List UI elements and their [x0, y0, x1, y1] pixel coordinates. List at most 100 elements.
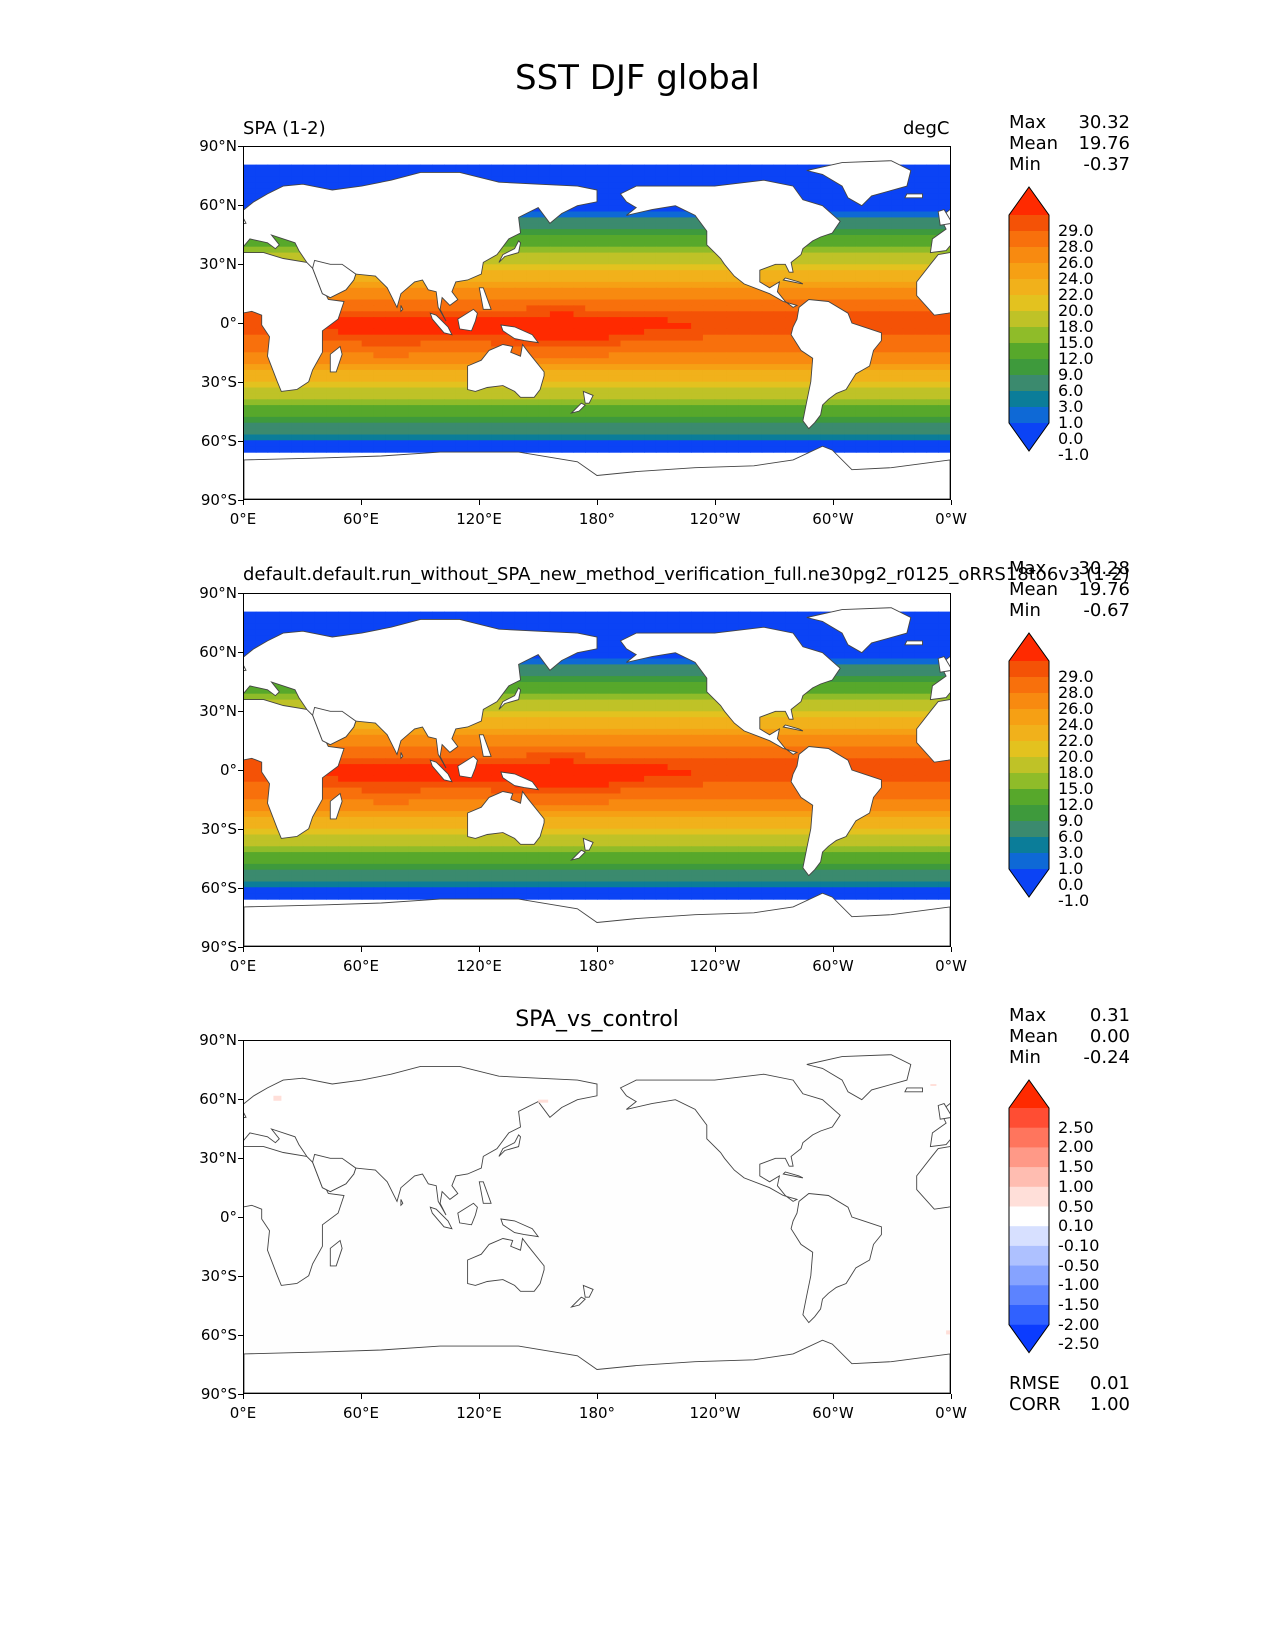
land-sa	[790, 1193, 882, 1324]
colorbar-outline	[1008, 632, 1050, 898]
panel-3-mean-label: Mean	[1009, 1026, 1059, 1047]
lat-tick-label: 0°	[219, 1208, 237, 1226]
colorbar-tick-label: 22.0	[1058, 731, 1094, 750]
colorbar-box	[1009, 407, 1049, 424]
colorbar-box	[1009, 709, 1049, 726]
land-philippines	[478, 734, 492, 757]
colorbar-tick-label: 20.0	[1058, 747, 1094, 766]
panel-2-mean-label: Mean	[1009, 579, 1059, 600]
land-australia	[467, 1237, 545, 1292]
panel-1-max-value: 30.32	[1078, 112, 1130, 133]
colorbar-box	[1009, 263, 1049, 280]
lon-tick-mark	[833, 1394, 834, 1399]
lon-tick-label: 120°W	[689, 957, 741, 975]
panel-1-left-title: SPA (1-2)	[243, 118, 326, 139]
land-madagascar	[329, 792, 343, 820]
panel-3-map[interactable]	[243, 1040, 951, 1394]
panel-2-min-value: -0.67	[1083, 600, 1130, 621]
lon-tick-mark	[833, 500, 834, 505]
panel-1-map[interactable]	[243, 146, 951, 500]
colorbar-box	[1009, 741, 1049, 758]
diff-patch	[930, 1084, 937, 1087]
lon-tick-mark	[833, 947, 834, 952]
panel-3-rmse-label: RMSE	[1009, 1373, 1060, 1394]
colorbar-box	[1009, 693, 1049, 710]
land-iceland	[904, 640, 923, 646]
colorbar-tick-label: 1.0	[1058, 413, 1084, 432]
lon-tick-mark	[597, 500, 598, 505]
colorbar-box	[1009, 725, 1049, 742]
panel-3-map-svg	[244, 1041, 950, 1393]
colorbar-box	[1009, 279, 1049, 296]
lat-tick-mark	[238, 1335, 243, 1336]
land-africa	[916, 252, 950, 316]
land-iceland	[904, 193, 923, 199]
lat-tick-label: 30°N	[199, 1149, 237, 1167]
land-arabia_fill	[312, 706, 357, 746]
colorbar-tick-label: 6.0	[1058, 381, 1084, 400]
panel-3-corr-label: CORR	[1009, 1394, 1061, 1415]
colorbar-box	[1009, 1304, 1049, 1326]
lat-tick-label: 90°S	[200, 1385, 237, 1403]
colorbar-tick-label: -1.50	[1058, 1295, 1100, 1314]
lon-tick-label: 60°W	[812, 957, 854, 975]
colorbar-box	[1009, 661, 1049, 678]
lat-tick-mark	[238, 146, 243, 147]
diff-patch	[538, 1099, 549, 1103]
land-uk	[937, 1103, 950, 1120]
colorbar-outline	[1008, 1079, 1050, 1354]
lat-tick-label: 60°S	[200, 879, 237, 897]
colorbar-tick-label: 24.0	[1058, 269, 1094, 288]
colorbar-box	[1009, 789, 1049, 806]
colorbar-tick-label: 15.0	[1058, 779, 1094, 798]
lat-tick-mark	[238, 205, 243, 206]
colorbar-box	[1009, 391, 1049, 408]
land-sumatra	[429, 1206, 453, 1230]
lon-tick-label: 60°W	[812, 1404, 854, 1422]
lon-tick-mark	[715, 500, 716, 505]
colorbar-tick-label: 2.00	[1058, 1137, 1094, 1157]
panel-2-max-value: 30.28	[1078, 558, 1130, 579]
land-masses	[244, 607, 950, 946]
colorbar-tick-label: 1.00	[1058, 1176, 1094, 1196]
land-nz_s	[570, 1296, 586, 1308]
land-antarctica	[244, 1339, 950, 1393]
colorbar-box	[1009, 1265, 1049, 1286]
lon-tick-label: 180°	[578, 1404, 616, 1422]
lat-tick-mark	[238, 1099, 243, 1100]
land-srilanka	[400, 305, 404, 313]
land-africa	[244, 1146, 345, 1286]
land-borneo	[457, 755, 478, 779]
colorbar-box	[1009, 1127, 1049, 1148]
colorbar-tick-label: 3.0	[1058, 397, 1084, 416]
lat-tick-label: 30°S	[200, 1267, 237, 1285]
lat-tick-mark	[238, 1217, 243, 1218]
land-greenland	[806, 1054, 912, 1101]
colorbar-tick-label: 28.0	[1058, 237, 1094, 256]
colorbar-tick-label: -1.0	[1058, 445, 1090, 464]
colorbar-box	[1009, 215, 1049, 232]
colorbar-tick-label: -1.00	[1058, 1275, 1100, 1295]
lon-tick-label: 60°E	[342, 1404, 380, 1422]
panel-3-mean-value: 0.00	[1089, 1026, 1130, 1047]
lat-tick-label: 60°S	[200, 432, 237, 450]
colorbar-tick-label: 18.0	[1058, 317, 1094, 336]
lon-tick-mark	[715, 1394, 716, 1399]
lat-tick-label: 90°N	[199, 137, 237, 155]
panel-3-max-value: 0.31	[1089, 1005, 1130, 1026]
land-philippines	[478, 1181, 492, 1204]
lat-tick-label: 60°S	[200, 1326, 237, 1344]
colorbar-tick-label: 20.0	[1058, 301, 1094, 320]
colorbar-tick-label: 6.0	[1058, 827, 1084, 846]
lat-tick-label: 60°N	[199, 1090, 237, 1108]
colorbar-box	[1009, 773, 1049, 790]
lon-tick-label: 0°E	[229, 510, 257, 528]
panel-1-mean-value: 19.76	[1078, 133, 1130, 154]
colorbar-box	[1009, 757, 1049, 774]
lon-tick-mark	[361, 947, 362, 952]
panel-2-map[interactable]	[243, 593, 951, 947]
lat-tick-label: 0°	[219, 314, 237, 332]
land-nz_n	[582, 1284, 594, 1298]
lat-tick-mark	[238, 829, 243, 830]
colorbar-outline	[1008, 186, 1050, 452]
